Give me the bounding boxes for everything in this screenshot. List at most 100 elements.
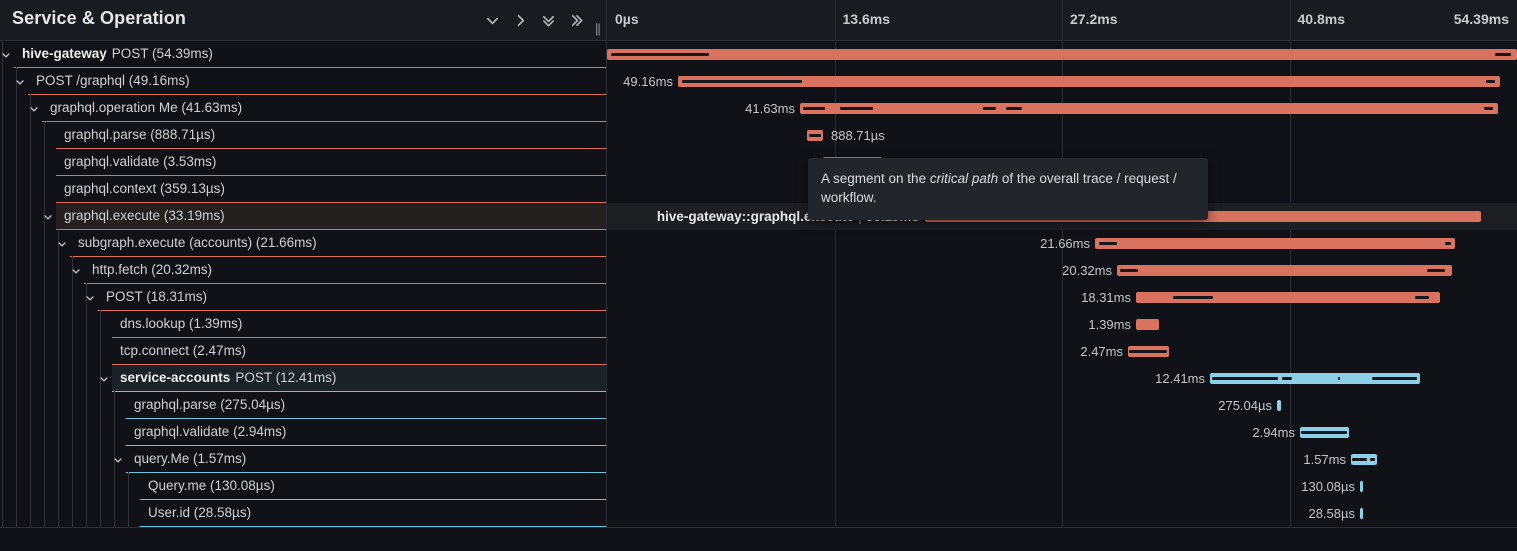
span-bar-row[interactable]: 21.66ms — [607, 230, 1517, 257]
span-tree-row[interactable]: graphql.execute (33.19ms) — [0, 202, 606, 231]
span-bar[interactable] — [607, 49, 1517, 60]
span-operation-name: User.id (28.58µs) — [148, 505, 252, 520]
span-bar[interactable] — [1210, 373, 1420, 384]
span-bar[interactable] — [807, 130, 823, 141]
span-bar-row[interactable]: 20.32ms — [607, 257, 1517, 284]
span-row-fill — [140, 473, 606, 500]
expanded-caret-icon[interactable] — [56, 238, 68, 250]
span-bar[interactable] — [1351, 454, 1377, 465]
indent-guide — [100, 337, 101, 366]
span-bar[interactable] — [1128, 346, 1169, 357]
span-bar-row[interactable]: 28.58µs — [607, 500, 1517, 527]
span-bar[interactable] — [800, 103, 1498, 114]
column-resize-handle[interactable]: || — [595, 21, 601, 36]
span-bar-row[interactable]: 1.39ms — [607, 311, 1517, 338]
span-bar-row[interactable]: 12.41ms — [607, 365, 1517, 392]
tooltip-text-before: A segment on the — [821, 171, 930, 186]
span-tree-row[interactable]: query.Me (1.57ms) — [0, 445, 606, 474]
span-tree-row[interactable]: graphql.validate (3.53ms) — [0, 148, 606, 177]
indent-guide — [30, 283, 31, 312]
span-operation-name: POST /graphql (49.16ms) — [36, 73, 190, 88]
span-bar-row[interactable]: 18.31ms — [607, 284, 1517, 311]
child-span-segment — [611, 53, 709, 56]
span-service-name: hive-gateway — [22, 46, 107, 61]
span-tree-row[interactable]: graphql.validate (2.94ms) — [0, 418, 606, 447]
expanded-caret-icon[interactable] — [14, 76, 26, 88]
span-bar[interactable] — [1136, 319, 1159, 330]
indent-guide — [2, 418, 3, 447]
expanded-caret-icon[interactable] — [42, 211, 54, 223]
span-tree-row[interactable]: Query.me (130.08µs) — [0, 472, 606, 501]
indent-guide — [16, 256, 17, 285]
double-chevron-down-icon[interactable] — [538, 10, 558, 30]
indent-guide — [72, 472, 73, 501]
span-bar-row[interactable]: 41.63ms — [607, 95, 1517, 122]
indent-guide — [16, 67, 17, 96]
indent-guide — [114, 391, 115, 420]
span-bar-row[interactable]: 2.47ms — [607, 338, 1517, 365]
span-label: graphql.parse (888.71µs) — [64, 127, 215, 142]
expanded-caret-icon[interactable] — [0, 49, 12, 61]
span-tree-row[interactable]: graphql.parse (275.04µs) — [0, 391, 606, 420]
indent-guide — [114, 418, 115, 447]
span-row-fill — [84, 257, 606, 284]
span-bar[interactable] — [1136, 292, 1440, 303]
span-tree-row[interactable]: graphql.parse (888.71µs) — [0, 121, 606, 150]
span-duration-label: 41.63ms — [745, 101, 795, 116]
span-tree-row[interactable]: http.fetch (20.32ms) — [0, 256, 606, 285]
indent-guide — [2, 67, 3, 96]
indent-guide — [2, 445, 3, 474]
span-bar-chart: 49.16ms41.63ms888.71µs3.53ms359.13µshive… — [607, 41, 1517, 527]
span-tree-row[interactable]: service-accounts POST (12.41ms) — [0, 364, 606, 393]
span-bar-row[interactable]: 2.94ms — [607, 419, 1517, 446]
span-bar[interactable] — [1117, 265, 1452, 276]
span-bar-row[interactable] — [607, 41, 1517, 68]
expanded-caret-icon[interactable] — [84, 292, 96, 304]
span-tree-row[interactable]: User.id (28.58µs) — [0, 499, 606, 528]
span-label: graphql.parse (275.04µs) — [134, 397, 285, 412]
span-tree-row[interactable]: tcp.connect (2.47ms) — [0, 337, 606, 366]
span-bar[interactable] — [1360, 481, 1363, 492]
indent-guide — [44, 391, 45, 420]
span-bar[interactable] — [1095, 238, 1455, 249]
span-tree-row[interactable]: subgraph.execute (accounts) (21.66ms) — [0, 229, 606, 258]
span-tree-row[interactable]: graphql.operation Me (41.63ms) — [0, 94, 606, 123]
span-bar[interactable] — [1360, 508, 1363, 519]
span-bar-row[interactable]: 275.04µs — [607, 392, 1517, 419]
chevron-right-icon[interactable] — [510, 10, 530, 30]
span-bar-row[interactable]: 1.57ms — [607, 446, 1517, 473]
chevron-down-icon[interactable] — [482, 10, 502, 30]
span-bar-row[interactable]: 888.71µs — [607, 122, 1517, 149]
span-row-fill — [14, 41, 606, 68]
expanded-caret-icon[interactable] — [70, 265, 82, 277]
indent-guide — [2, 283, 3, 312]
span-bar[interactable] — [1300, 427, 1349, 438]
indent-guide — [86, 337, 87, 366]
indent-guide — [2, 472, 3, 501]
span-operation-name: graphql.operation Me (41.63ms) — [50, 100, 243, 115]
span-duration-label: 12.41ms — [1155, 371, 1205, 386]
span-tree-row[interactable]: POST /graphql (49.16ms) — [0, 67, 606, 96]
indent-guide — [16, 310, 17, 339]
span-tree-row[interactable]: POST (18.31ms) — [0, 283, 606, 312]
span-row-fill — [56, 122, 606, 149]
span-bar[interactable] — [678, 76, 1500, 87]
child-span-segment — [1486, 80, 1495, 83]
indent-guide — [16, 283, 17, 312]
span-bar-row[interactable]: 49.16ms — [607, 68, 1517, 95]
span-tree-row[interactable]: dns.lookup (1.39ms) — [0, 310, 606, 339]
span-bar[interactable] — [1277, 400, 1281, 411]
span-tree-row[interactable]: hive-gateway POST (54.39ms) — [0, 40, 606, 69]
span-row-fill — [126, 446, 606, 473]
span-tree-row[interactable]: graphql.context (359.13µs) — [0, 175, 606, 204]
expanded-caret-icon[interactable] — [98, 373, 110, 385]
indent-guide — [2, 256, 3, 285]
indent-guide — [128, 472, 129, 501]
expanded-caret-icon[interactable] — [28, 103, 40, 115]
span-duration-label: 2.47ms — [1080, 344, 1123, 359]
double-chevron-right-icon[interactable] — [566, 10, 586, 30]
expanded-caret-icon[interactable] — [112, 454, 124, 466]
indent-guide — [44, 445, 45, 474]
span-bar-row[interactable]: 130.08µs — [607, 473, 1517, 500]
